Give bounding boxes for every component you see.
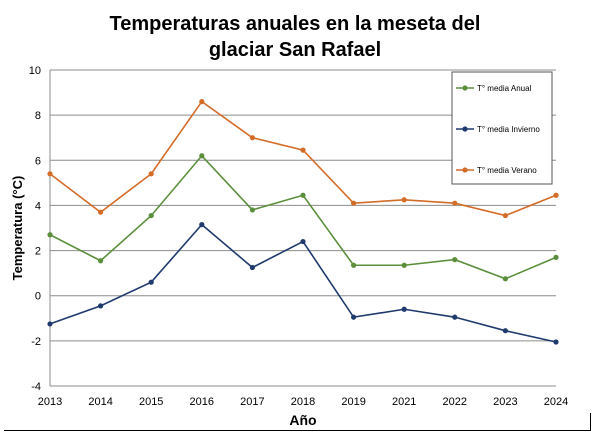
data-point — [300, 238, 306, 245]
data-point — [351, 262, 357, 268]
x-tick-label: 2022 — [443, 396, 467, 408]
y-tick-label: 8 — [35, 110, 41, 122]
data-point — [249, 264, 255, 271]
y-tick-label: -2 — [31, 336, 41, 348]
y-tick-label: 0 — [35, 291, 41, 303]
x-tick-label: 2016 — [190, 396, 214, 408]
x-tick-label: 2017 — [240, 396, 264, 408]
data-point — [47, 232, 53, 238]
bottom-frame-line — [4, 430, 590, 431]
legend: T° media Anual T° media Invierno T° media … — [451, 71, 553, 185]
data-point — [452, 314, 458, 320]
data-point — [553, 192, 559, 198]
x-tick-label: 2018 — [291, 396, 315, 408]
x-tick-label: 2024 — [544, 396, 568, 408]
data-point — [47, 321, 53, 327]
legend-label: T° media Anual — [477, 84, 532, 93]
y-tick-label: -4 — [31, 381, 41, 393]
right-frame-line — [590, 413, 591, 431]
data-point — [98, 258, 104, 264]
legend-swatch-marker — [462, 167, 468, 173]
data-point — [553, 254, 559, 260]
data-point — [351, 200, 357, 206]
data-point — [300, 192, 306, 198]
data-point — [148, 171, 154, 177]
x-tick-label: 2015 — [139, 396, 163, 408]
data-point — [452, 257, 458, 263]
data-point — [98, 209, 104, 215]
data-point — [502, 276, 508, 282]
data-point — [199, 153, 205, 159]
x-tick-labels: 2013 2014 2015 2016 2017 2018 2019 2021 2022 2023… — [38, 396, 568, 408]
data-point — [401, 262, 407, 268]
data-point — [401, 306, 407, 312]
data-point — [351, 314, 357, 320]
y-tick-label: 4 — [35, 200, 41, 212]
y-tick-label: 6 — [35, 155, 41, 167]
data-point — [553, 339, 559, 345]
x-tick-label: 2021 — [392, 396, 416, 408]
data-point — [249, 207, 255, 213]
data-point — [148, 212, 154, 219]
y-tick-label: 2 — [35, 246, 41, 258]
chart-title-line1: Temperaturas anuales en la meseta del — [110, 13, 481, 35]
legend-swatch-marker — [462, 126, 468, 132]
data-point — [249, 135, 255, 141]
data-point — [300, 147, 306, 153]
x-tick-label: 2014 — [88, 396, 112, 408]
data-point — [148, 279, 154, 285]
series-group — [47, 99, 559, 345]
y-tick-label: 10 — [29, 65, 41, 77]
y-tick-labels: -4 -2 0 2 4 6 8 10 — [29, 65, 41, 393]
data-point — [401, 197, 407, 203]
data-point — [502, 212, 508, 219]
data-point — [452, 200, 458, 206]
data-point — [199, 99, 205, 105]
data-point — [47, 171, 53, 177]
data-point — [502, 328, 508, 334]
data-point — [199, 222, 205, 228]
chart-title-line2: glaciar San Rafael — [209, 39, 381, 61]
x-tick-label: 2013 — [38, 396, 62, 408]
legend-label: T° media Verano — [477, 166, 537, 175]
data-point — [98, 303, 104, 309]
x-tick-label: 2019 — [341, 396, 365, 408]
legend-box — [451, 71, 553, 185]
legend-label: T° media Invierno — [477, 125, 540, 134]
y-axis-label: Temperatura (°C) — [10, 176, 25, 281]
x-axis-label: Año — [289, 412, 316, 428]
x-tick-label: 2023 — [493, 396, 517, 408]
gridlines — [49, 69, 556, 387]
legend-swatch-marker — [462, 85, 468, 91]
